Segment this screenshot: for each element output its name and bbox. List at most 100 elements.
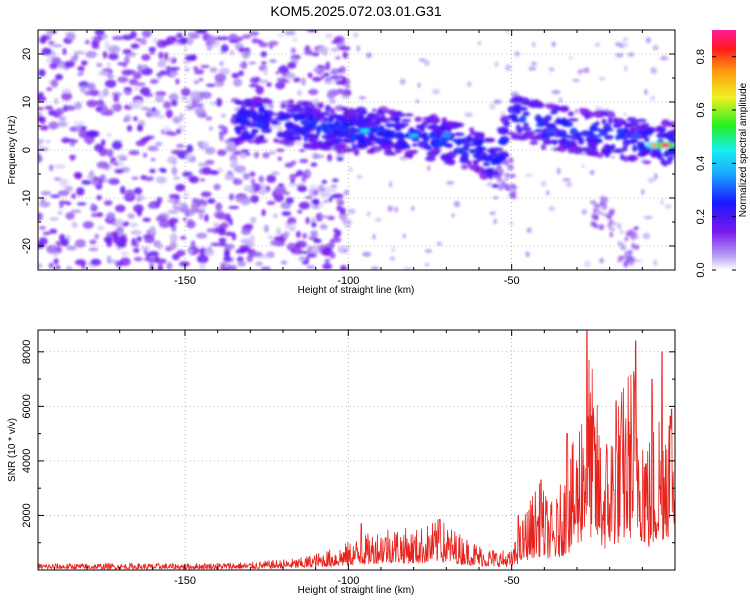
heatmap-cell bbox=[654, 173, 658, 180]
heatmap-cell bbox=[589, 170, 595, 175]
heatmap-cell bbox=[287, 99, 295, 104]
heatmap-cell bbox=[232, 178, 243, 186]
heatmap-cell bbox=[179, 112, 184, 122]
heatmap-cell bbox=[609, 211, 615, 216]
heatmap-cell bbox=[583, 67, 590, 74]
heatmap-cell bbox=[106, 212, 116, 221]
heatmap-cell bbox=[452, 122, 465, 128]
heatmap-cell bbox=[287, 136, 300, 141]
heatmap-cell bbox=[595, 42, 600, 47]
heatmap-cell bbox=[155, 258, 167, 265]
heatmap-cell bbox=[65, 265, 73, 270]
heatmap-cell bbox=[58, 116, 67, 121]
heatmap-cell bbox=[67, 32, 76, 41]
heatmap-peak bbox=[630, 133, 641, 138]
heatmap-cell bbox=[235, 197, 242, 203]
heatmap-cell bbox=[656, 132, 668, 139]
heatmap-cell bbox=[98, 70, 110, 76]
heatmap-cell bbox=[334, 120, 341, 127]
snr-x-axis-label: Height of straight line (km) bbox=[298, 585, 415, 596]
heatmap-cell bbox=[70, 154, 75, 162]
heatmap-cell bbox=[91, 40, 98, 49]
heatmap-cell bbox=[249, 31, 260, 36]
heatmap-cell bbox=[624, 65, 628, 72]
heatmap-cell bbox=[74, 101, 82, 110]
heatmap-cell bbox=[666, 159, 673, 165]
heatmap-cell bbox=[229, 193, 234, 201]
heatmap-cell bbox=[135, 38, 142, 42]
heatmap-cell bbox=[335, 197, 343, 205]
heatmap-cell bbox=[311, 107, 322, 115]
heatmap-cell bbox=[546, 190, 550, 196]
colorbar-gradient bbox=[712, 30, 736, 270]
heatmap-cell bbox=[567, 135, 572, 139]
heatmap-cell bbox=[297, 209, 303, 214]
heatmap-cell bbox=[96, 195, 102, 201]
heatmap-cell bbox=[119, 233, 128, 237]
heatmap-cell bbox=[387, 205, 394, 212]
heatmap-cell bbox=[166, 156, 178, 164]
heatmap-cell bbox=[49, 217, 59, 221]
heatmap-cell bbox=[63, 60, 75, 68]
heatmap-cell bbox=[248, 84, 260, 88]
heatmap-cell bbox=[38, 111, 42, 117]
heatmap-cell bbox=[273, 213, 278, 219]
heatmap-cell bbox=[525, 251, 530, 258]
heatmap-cell bbox=[206, 228, 217, 233]
heatmap-cell bbox=[389, 256, 396, 261]
heatmap-cell bbox=[186, 98, 191, 106]
heatmap-cell bbox=[230, 265, 237, 270]
heatmap-cell bbox=[76, 125, 81, 133]
heatmap-cell bbox=[115, 204, 126, 213]
heatmap-cell bbox=[617, 257, 625, 261]
heatmap-cell bbox=[617, 222, 622, 230]
heatmap-cell bbox=[308, 188, 313, 197]
heatmap-cell bbox=[186, 144, 194, 154]
heatmap-cell bbox=[61, 238, 69, 247]
heatmap-cell bbox=[624, 236, 629, 242]
heatmap-cell bbox=[323, 51, 327, 56]
heatmap-cell bbox=[319, 215, 330, 219]
heatmap-cell bbox=[494, 154, 507, 163]
heatmap-cell bbox=[500, 111, 506, 117]
heatmap-cell bbox=[338, 46, 351, 51]
heatmap-cell bbox=[561, 117, 568, 125]
heatmap-cell bbox=[77, 72, 84, 76]
heatmap-cell bbox=[425, 155, 436, 162]
heatmap-cell bbox=[196, 254, 209, 264]
heatmap-cell bbox=[394, 206, 399, 213]
heatmap-cell bbox=[215, 202, 223, 211]
heatmap-cell bbox=[121, 34, 133, 41]
heatmap-cell bbox=[312, 205, 321, 210]
heatmap-cell bbox=[187, 249, 193, 254]
heatmap-cell bbox=[349, 166, 353, 172]
heatmap-cell bbox=[48, 262, 55, 269]
heatmap-cell bbox=[501, 181, 506, 187]
heatmap-cell bbox=[269, 59, 277, 63]
heatmap-cell bbox=[258, 139, 268, 144]
heatmap-cell bbox=[532, 41, 536, 48]
heatmap-cell bbox=[335, 143, 348, 150]
heatmap-cell bbox=[258, 79, 269, 84]
heatmap-cell bbox=[139, 38, 147, 45]
snr-y-axis-label: SNR (10 * v/v) bbox=[7, 418, 18, 482]
heatmap-cell bbox=[181, 87, 191, 97]
heatmap-cell bbox=[445, 143, 454, 148]
heatmap-cell bbox=[483, 138, 496, 143]
snr-x-ticks: -150 -100 -50 bbox=[53, 330, 676, 587]
heatmap-cell bbox=[572, 78, 581, 82]
heatmap-cell bbox=[237, 114, 248, 122]
heatmap-cell bbox=[366, 52, 372, 59]
heatmap-cell bbox=[294, 104, 302, 108]
heatmap-cell bbox=[321, 146, 332, 151]
heatmap-cell bbox=[258, 175, 265, 183]
heatmap-cell bbox=[572, 142, 578, 150]
heatmap-cell bbox=[472, 159, 480, 164]
heatmap-cell bbox=[38, 69, 46, 77]
heatmap-cell bbox=[594, 215, 599, 221]
heatmap-cell bbox=[652, 259, 658, 267]
heatmap-cell bbox=[568, 56, 574, 60]
y-tick-label: -20 bbox=[21, 238, 33, 254]
heatmap-cell bbox=[185, 105, 195, 111]
heatmap-cell bbox=[507, 131, 515, 135]
